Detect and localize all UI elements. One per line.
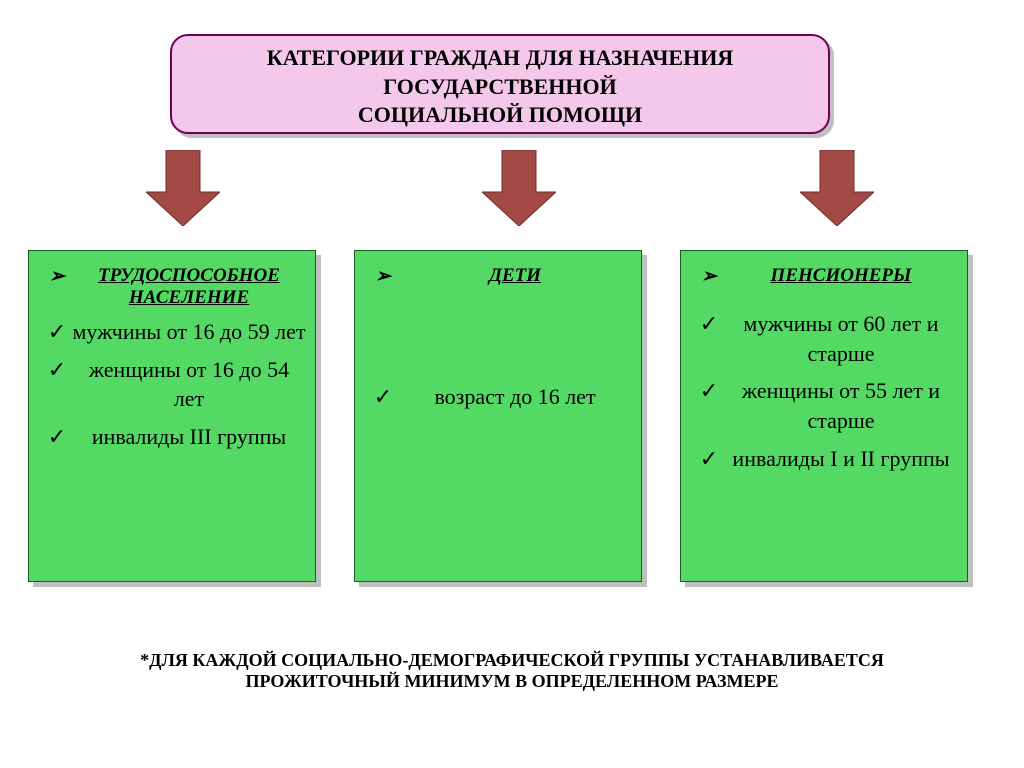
footer-line-2: ПРОЖИТОЧНЫЙ МИНИМУМ В ОПРЕДЕЛЕННОМ РАЗМЕ… (0, 671, 1024, 692)
list-item: ✓ женщины от 16 до 54 лет (37, 355, 307, 414)
bullet-arrow-icon: ➢ (47, 265, 67, 288)
card-heading: ➢ ТРУДОСПОСОБНОЕ НАСЕЛЕНИЕ (37, 265, 307, 309)
bullet-check-icon: ✓ (373, 382, 393, 412)
arrow-down-2 (482, 150, 556, 226)
card-heading: ➢ ДЕТИ (363, 265, 633, 287)
category-card-workforce: ➢ ТРУДОСПОСОБНОЕ НАСЕЛЕНИЕ ✓ мужчины от … (28, 250, 316, 582)
list-item: ✓ мужчины от 60 лет и старше (689, 309, 959, 368)
footer-note: *ДЛЯ КАЖДОЙ СОЦИАЛЬНО-ДЕМОГРАФИЧЕСКОЙ ГР… (0, 650, 1024, 692)
bullet-check-icon: ✓ (47, 317, 67, 347)
arrow-down-3 (800, 150, 874, 226)
bullet-check-icon: ✓ (699, 309, 719, 339)
arrow-down-icon (146, 150, 220, 226)
bullet-check-icon: ✓ (47, 422, 67, 452)
list-item: ✓ инвалиды I и II группы (689, 444, 959, 474)
bullet-arrow-icon: ➢ (699, 265, 719, 288)
slide: КАТЕГОРИИ ГРАЖДАН ДЛЯ НАЗНАЧЕНИЯ ГОСУДАР… (0, 0, 1024, 768)
bullet-arrow-icon: ➢ (373, 265, 393, 288)
category-card-pensioners: ➢ ПЕНСИОНЕРЫ ✓ мужчины от 60 лет и старш… (680, 250, 968, 582)
header-line-2: ГОСУДАРСТВЕННОЙ (172, 73, 828, 102)
list-item: ✓ женщины от 55 лет и старше (689, 376, 959, 435)
list-item: ✓ возраст до 16 лет (363, 382, 633, 412)
header-line-1: КАТЕГОРИИ ГРАЖДАН ДЛЯ НАЗНАЧЕНИЯ (172, 44, 828, 73)
footer-line-1: *ДЛЯ КАЖДОЙ СОЦИАЛЬНО-ДЕМОГРАФИЧЕСКОЙ ГР… (0, 650, 1024, 671)
bullet-check-icon: ✓ (47, 355, 67, 385)
list-item: ✓ мужчины от 16 до 59 лет (37, 317, 307, 347)
arrow-down-1 (146, 150, 220, 226)
bullet-check-icon: ✓ (699, 376, 719, 406)
bullet-check-icon: ✓ (699, 444, 719, 474)
card-heading: ➢ ПЕНСИОНЕРЫ (689, 265, 959, 287)
header-line-3: СОЦИАЛЬНОЙ ПОМОЩИ (172, 101, 828, 130)
arrow-down-icon (482, 150, 556, 226)
list-item: ✓ инвалиды III группы (37, 422, 307, 452)
category-card-children: ➢ ДЕТИ ✓ возраст до 16 лет (354, 250, 642, 582)
arrow-down-icon (800, 150, 874, 226)
header-box: КАТЕГОРИИ ГРАЖДАН ДЛЯ НАЗНАЧЕНИЯ ГОСУДАР… (170, 34, 830, 134)
